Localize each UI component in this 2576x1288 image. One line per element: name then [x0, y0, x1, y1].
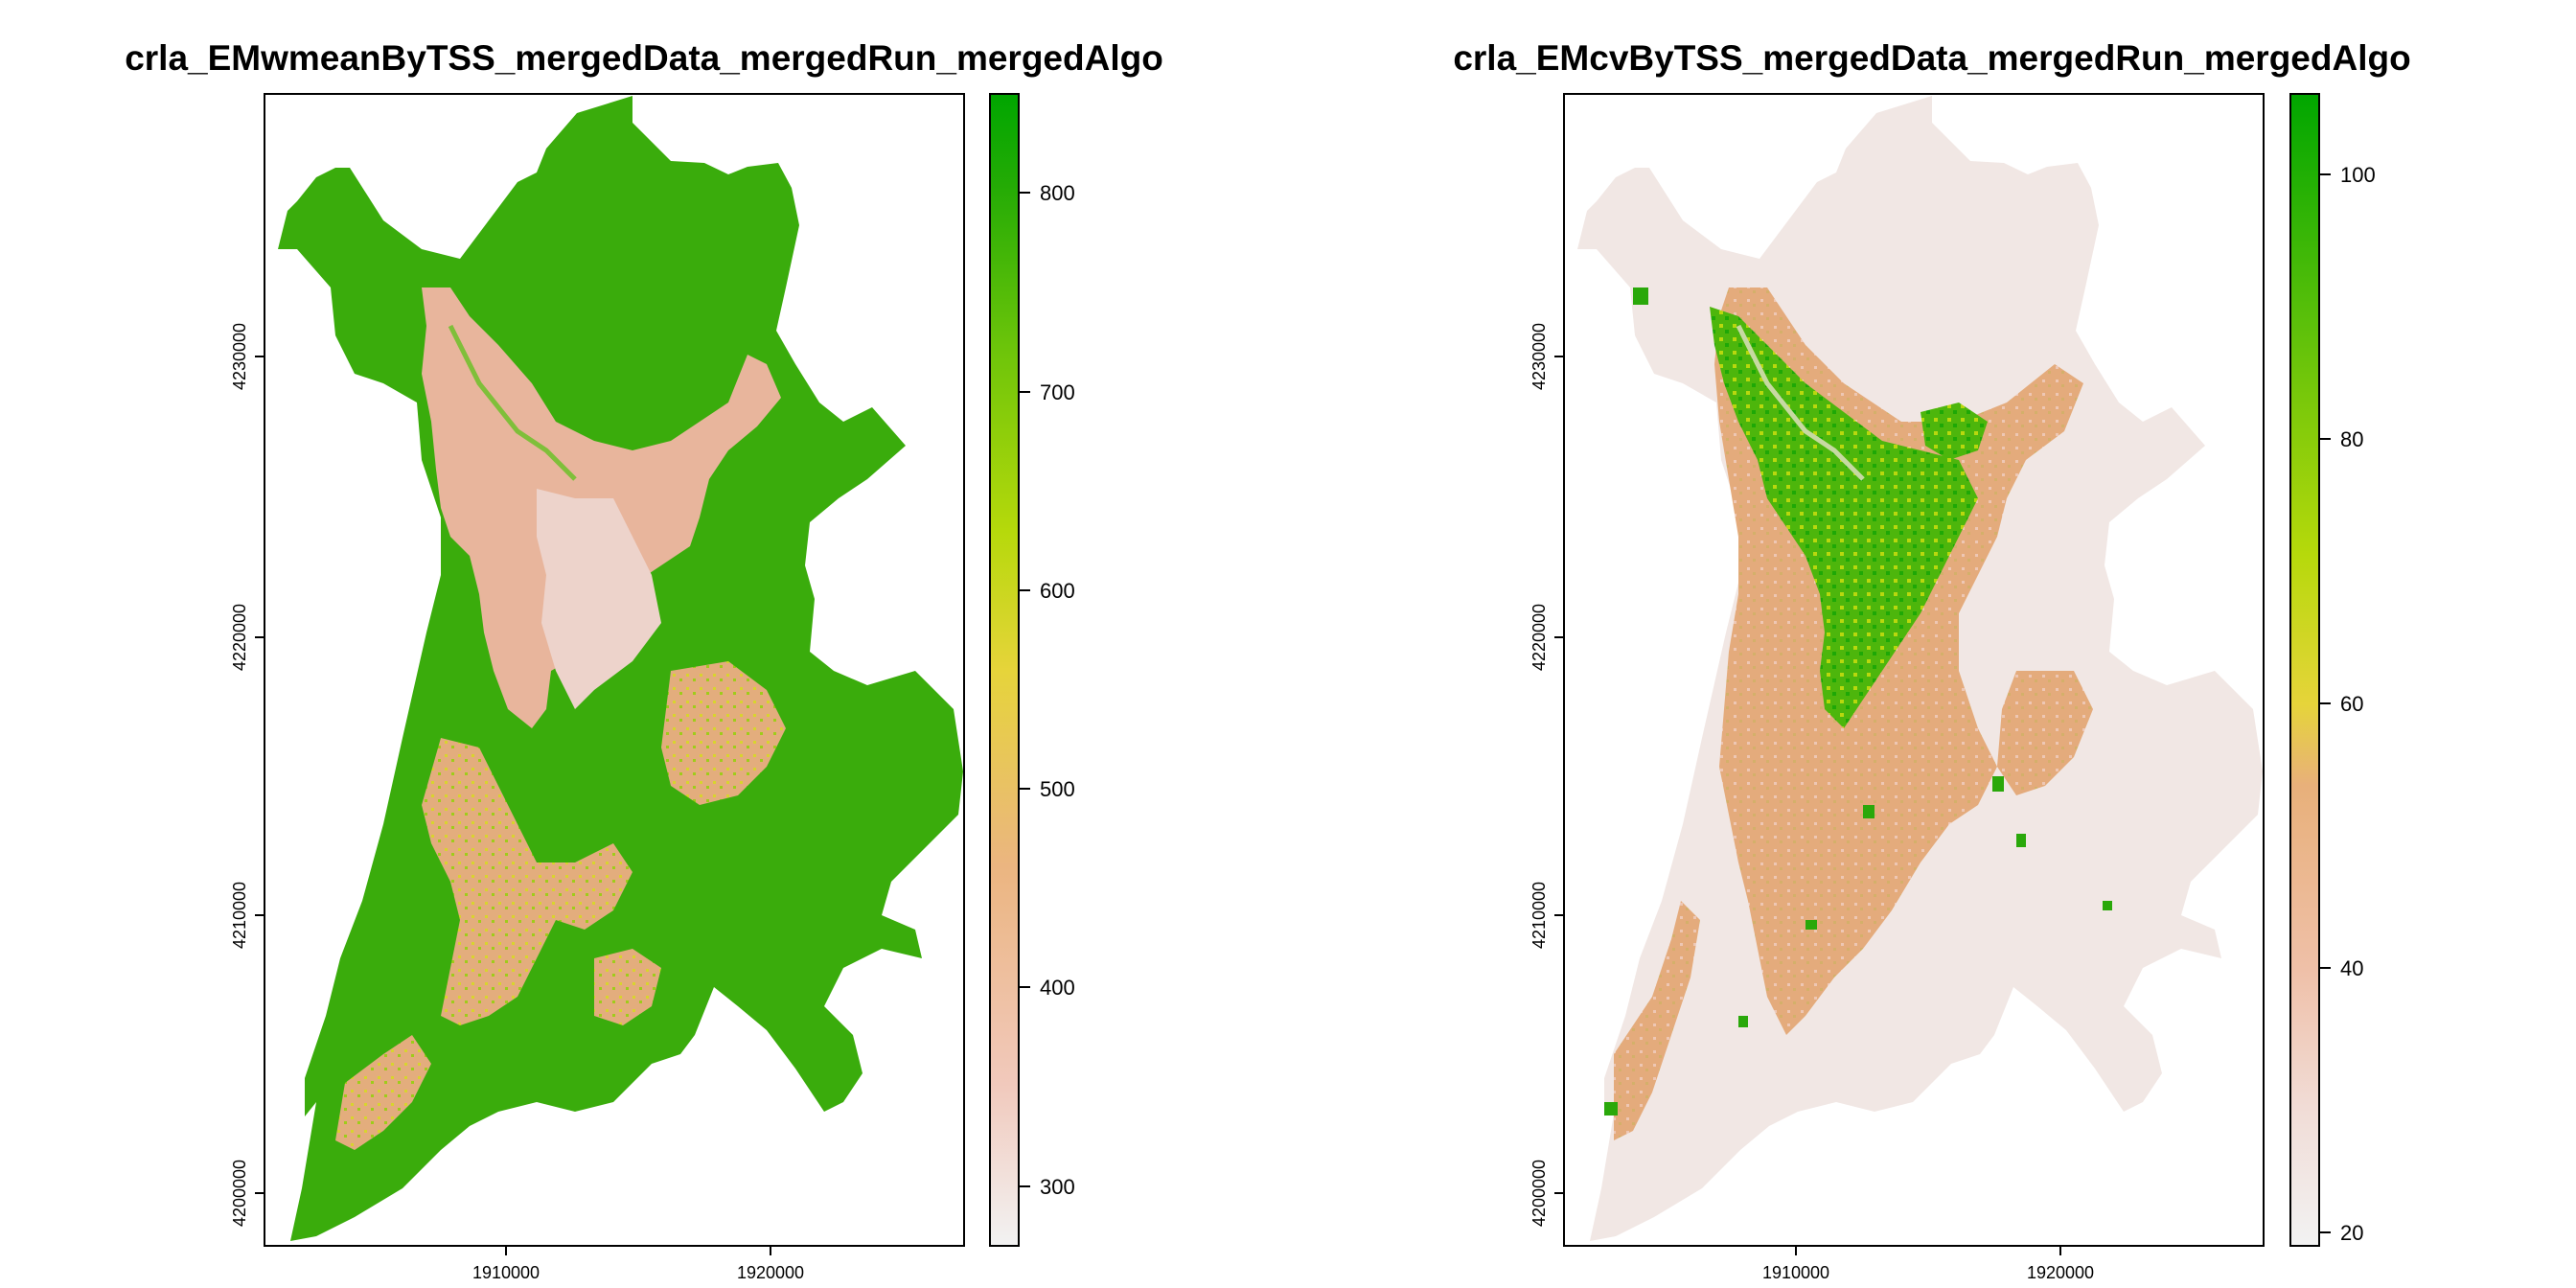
- legend-tick-label: 300: [1040, 1175, 1075, 1199]
- legend-tick-label: 800: [1040, 181, 1075, 205]
- y-tick-label: 4210000: [1530, 882, 1549, 949]
- color-legend: 300 400 500 600 700 800: [989, 93, 1075, 1247]
- y-tick-label: 4210000: [230, 882, 249, 949]
- legend-tick-label: 40: [2340, 956, 2363, 980]
- legend-tick-label: 500: [1040, 777, 1075, 801]
- region-pale-core: [537, 489, 661, 709]
- y-tick-label: 4220000: [230, 604, 249, 671]
- map-title: crla_EMcvByTSS_mergedData_mergedRun_merg…: [1453, 38, 2411, 78]
- panel-wmean: crla_EMwmeanByTSS_mergedData_mergedRun_m…: [125, 38, 1163, 1282]
- x-tick-label: 1920000: [2027, 1263, 2094, 1282]
- legend-bar: [989, 93, 1020, 1247]
- river: [1736, 324, 1865, 481]
- green-spots: [1604, 288, 2112, 1116]
- region-tan-patches: [335, 1035, 431, 1150]
- legend-tick-label: 400: [1040, 976, 1075, 1000]
- region-tan-patches: [1614, 901, 1700, 1140]
- river: [448, 324, 577, 481]
- x-tick-label: 1920000: [737, 1263, 804, 1282]
- legend-ticks: 300 400 500 600 700 800: [1019, 181, 1075, 1199]
- color-legend: 20 40 60 80 100: [2289, 93, 2376, 1247]
- plot-frame: [264, 93, 965, 1247]
- region-tan-patches: [1997, 671, 2093, 795]
- legend-tick-label: 20: [2340, 1221, 2363, 1245]
- x-tick-label: 1910000: [472, 1263, 540, 1282]
- y-tick-label: 4200000: [1530, 1160, 1549, 1227]
- y-tick-label: 4220000: [1530, 604, 1549, 671]
- x-axis: 1910000 1920000: [1762, 1246, 2094, 1282]
- x-axis: 1910000 1920000: [472, 1246, 804, 1282]
- plot-frame: [1563, 93, 2265, 1247]
- y-tick-label: 4200000: [230, 1160, 249, 1227]
- legend-tick-label: 700: [1040, 380, 1075, 404]
- legend-bar: [2289, 93, 2320, 1247]
- region-green-core: [1920, 402, 1988, 460]
- map-title: crla_EMwmeanByTSS_mergedData_mergedRun_m…: [125, 38, 1163, 78]
- legend-tick-label: 100: [2340, 163, 2376, 187]
- map-plot-wmean: 1910000 1920000 4200000 4210000 4220000 …: [230, 93, 1075, 1282]
- y-tick-label: 4230000: [230, 323, 249, 390]
- legend-tick-label: 600: [1040, 579, 1075, 603]
- legend-tick-label: 60: [2340, 692, 2363, 716]
- y-axis: 4200000 4210000 4220000 4230000: [1530, 323, 1564, 1227]
- y-axis: 4200000 4210000 4220000 4230000: [230, 323, 264, 1227]
- panel-cv: crla_EMcvByTSS_mergedData_mergedRun_merg…: [1288, 0, 2576, 1288]
- region-tan-patches: [594, 949, 661, 1025]
- map-plot-cv: 1910000 1920000 4200000 4210000 4220000 …: [1530, 93, 2376, 1282]
- legend-tick-label: 80: [2340, 427, 2363, 451]
- x-tick-label: 1910000: [1762, 1263, 1829, 1282]
- region-tan-patches: [661, 661, 786, 805]
- region-green-core: [1710, 307, 1978, 728]
- region-tan-patches: [422, 738, 632, 1025]
- legend-ticks: 20 40 60 80 100: [2319, 163, 2376, 1245]
- y-tick-label: 4230000: [1530, 323, 1549, 390]
